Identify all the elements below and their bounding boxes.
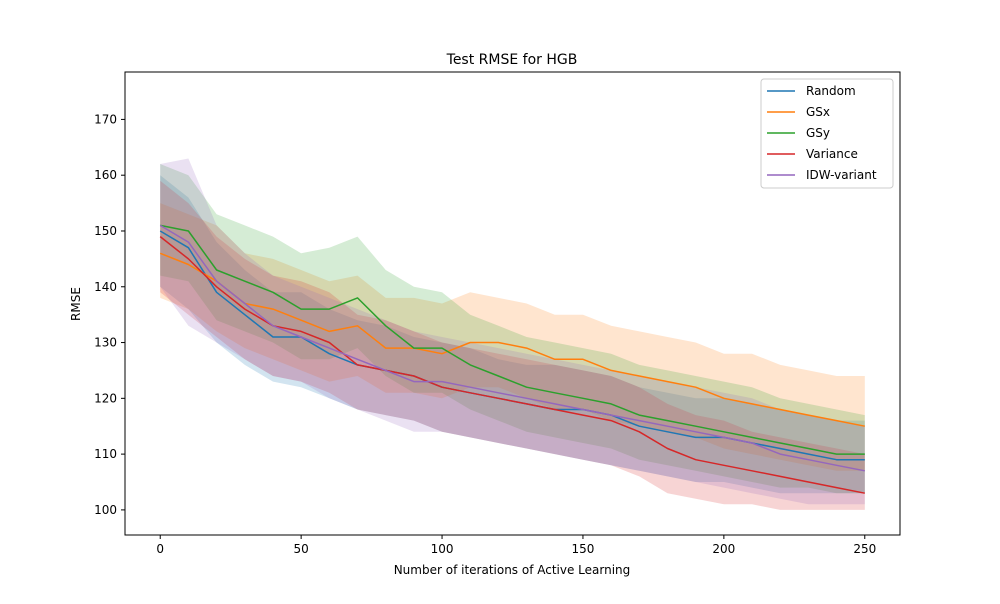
- y-tick-label: 160: [94, 168, 117, 182]
- x-tick-label: 0: [156, 542, 164, 556]
- x-tick-label: 250: [853, 542, 876, 556]
- y-axis-label: RMSE: [69, 287, 83, 321]
- series-line-gsy: [160, 224, 865, 455]
- chart-title: Test RMSE for HGB: [446, 52, 578, 68]
- band-gsy: [160, 164, 865, 494]
- y-tick-label: 100: [94, 503, 117, 517]
- legend-label-random: Random: [806, 84, 856, 98]
- series-line-variance: [159, 236, 865, 494]
- y-tick-label: 130: [94, 336, 117, 350]
- legend-label-idw-variant: IDW-variant: [806, 168, 877, 182]
- series-line-idw-variant: [159, 224, 865, 472]
- band-variance: [160, 180, 865, 510]
- y-tick-label: 120: [94, 391, 117, 405]
- y-tick-label: 140: [94, 280, 117, 294]
- x-tick-label: 200: [712, 542, 735, 556]
- band-gsx: [160, 203, 865, 471]
- y-tick-label: 170: [94, 112, 117, 126]
- legend: Random GSx GSy Variance IDW-variant: [760, 78, 894, 189]
- x-axis-ticks: 0 50 100 150 200 250: [156, 535, 876, 556]
- legend-items: Random GSx GSy Variance IDW-variant: [767, 84, 877, 182]
- plot-frame: [124, 71, 901, 536]
- legend-label-gsy: GSy: [806, 126, 830, 140]
- confidence-bands: [160, 158, 865, 510]
- x-axis-label: Number of iterations of Active Learning: [394, 563, 631, 577]
- series-line-gsx: [159, 252, 865, 427]
- y-axis-ticks: 100 110 120 130 140 150 160 170: [94, 112, 125, 517]
- series-lines: [159, 224, 865, 494]
- legend-label-variance: Variance: [806, 147, 858, 161]
- y-tick-label: 150: [94, 224, 117, 238]
- y-tick-label: 110: [94, 447, 117, 461]
- x-tick-label: 100: [431, 542, 454, 556]
- band-random: [160, 175, 865, 494]
- x-tick-label: 50: [293, 542, 308, 556]
- band-idw-variant: [160, 158, 865, 505]
- legend-label-gsx: GSx: [806, 105, 830, 119]
- x-tick-label: 150: [572, 542, 595, 556]
- legend-box: [760, 78, 894, 189]
